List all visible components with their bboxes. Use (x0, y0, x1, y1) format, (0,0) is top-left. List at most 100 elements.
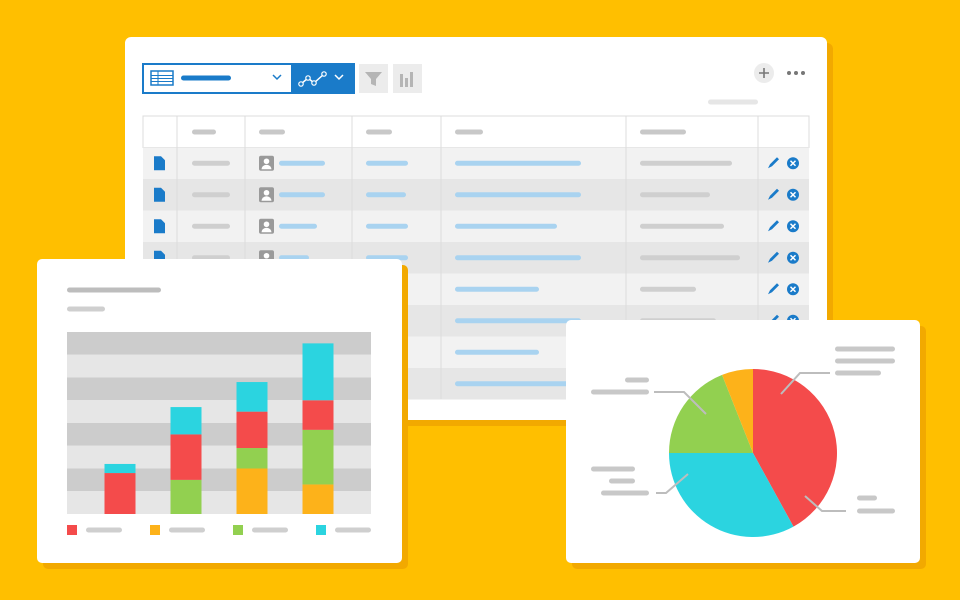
placeholder-text (857, 508, 895, 514)
edit-icon (768, 220, 779, 232)
more-dot (787, 71, 791, 75)
bar-segment (236, 411, 268, 449)
line-chart-dot (298, 81, 304, 87)
stripe (67, 354, 371, 378)
placeholder-text (455, 381, 575, 387)
user-icon-head (263, 221, 270, 228)
legend-swatch (67, 525, 77, 535)
user-icon-body (261, 164, 272, 170)
placeholder-text (609, 478, 635, 484)
placeholder-text (192, 129, 216, 135)
placeholder-text (835, 370, 881, 376)
delete-cross (789, 223, 797, 230)
bar-segment (302, 429, 334, 485)
placeholder-text (640, 286, 696, 292)
edit-icon (768, 251, 779, 263)
user-icon-head (263, 158, 270, 165)
placeholder-text (455, 160, 581, 166)
dropdown-arrow (334, 74, 344, 81)
placeholder-text (455, 192, 581, 198)
pie-slice (753, 369, 837, 527)
legend-placeholder (335, 527, 371, 533)
user-icon-head (263, 189, 270, 196)
placeholder-text (192, 160, 230, 166)
bar-segment (236, 382, 268, 412)
placeholder-text (366, 192, 406, 198)
placeholder-text (591, 466, 635, 472)
placeholder-text (455, 129, 483, 135)
bar-segment (104, 463, 136, 474)
placeholder-text (259, 129, 285, 135)
bar-segment (302, 400, 334, 430)
legend-placeholder (252, 527, 288, 533)
bar-segment (302, 484, 334, 514)
document-icon (154, 219, 165, 234)
delete-cross (789, 286, 797, 293)
bar-segment (236, 448, 268, 469)
placeholder-text (366, 129, 392, 135)
legend-swatch (150, 525, 160, 535)
placeholder-text (455, 286, 539, 292)
placeholder-text (366, 223, 408, 229)
placeholder-text (640, 129, 686, 135)
stripe (67, 400, 371, 423)
placeholder-title (67, 287, 161, 293)
leader-line (804, 495, 846, 512)
placeholder-text (279, 160, 325, 166)
placeholder-text (835, 358, 895, 364)
graph-icon-bar (410, 72, 413, 87)
placeholder-text (601, 490, 649, 496)
bar-segment (170, 434, 202, 480)
user-icon-body (261, 196, 272, 201)
document-icon (154, 187, 165, 202)
placeholder-text (625, 377, 649, 383)
pie-slice (669, 374, 753, 453)
placeholder-text (455, 255, 581, 261)
bar-segment (170, 407, 202, 435)
legend-placeholder (86, 527, 122, 533)
legend-swatch (233, 525, 243, 535)
placeholder-text (708, 99, 758, 105)
placeholder-subtitle (67, 306, 105, 312)
leader-line (780, 372, 830, 395)
placeholder-text (455, 223, 557, 229)
bar-segment (170, 479, 202, 514)
bar-segment (236, 468, 268, 514)
edit-icon (768, 157, 779, 169)
line-chart-icon (300, 73, 325, 85)
legend-placeholder (169, 527, 205, 533)
leader-line (656, 473, 689, 494)
placeholder-text (640, 223, 724, 229)
placeholder-text (279, 223, 317, 229)
leader-line (654, 391, 707, 415)
bar-segment (302, 343, 334, 401)
delete-cross (789, 160, 797, 167)
stripe (67, 491, 371, 514)
add-icon (759, 68, 769, 78)
view-name (181, 75, 231, 81)
stripe (67, 468, 371, 492)
placeholder-text (455, 349, 539, 355)
stripe (67, 377, 371, 401)
placeholder-text (192, 192, 230, 198)
placeholder-text (835, 346, 895, 352)
stripe (67, 445, 371, 469)
edit-icon (768, 283, 779, 295)
line-chart-dot (321, 71, 327, 77)
graph-icon-bar (405, 78, 408, 87)
legend-swatch (316, 525, 326, 535)
placeholder-text (640, 160, 732, 166)
dropdown-arrow (272, 74, 282, 81)
user-icon-head (263, 252, 270, 259)
stripe (67, 332, 371, 355)
placeholder-text (279, 192, 325, 198)
filter-icon (365, 72, 382, 86)
bar-segment (104, 473, 136, 514)
delete-cross (789, 254, 797, 261)
placeholder-text (640, 255, 740, 261)
line-chart-dot (305, 75, 311, 81)
placeholder-text (591, 389, 649, 395)
pie-slice (669, 453, 794, 537)
placeholder-text (857, 495, 877, 501)
